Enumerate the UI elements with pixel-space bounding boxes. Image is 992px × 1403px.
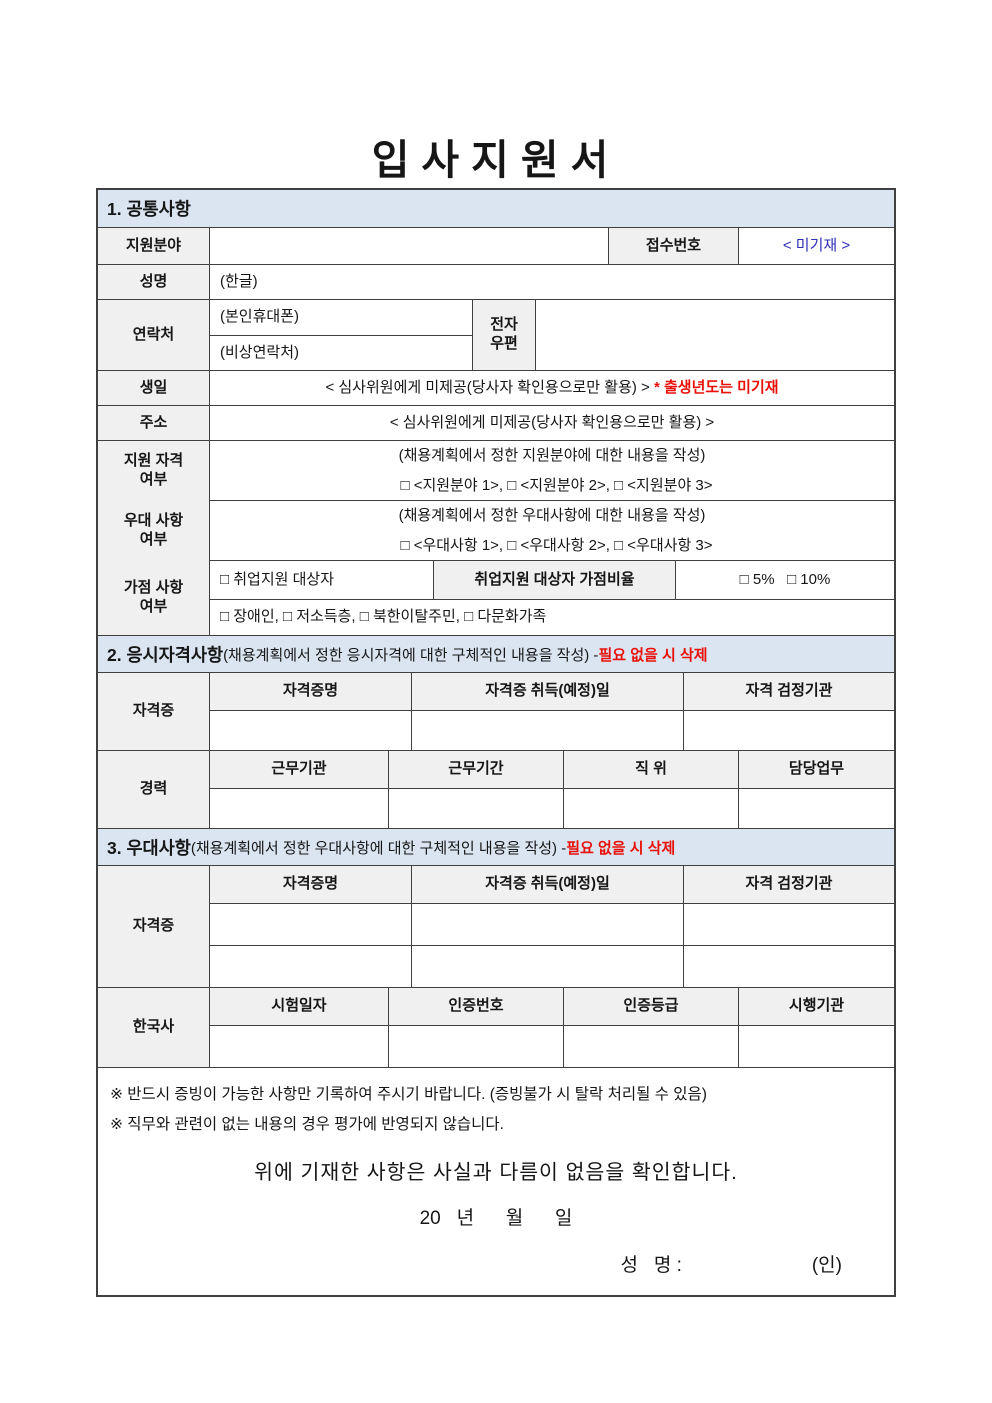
history-grade-input[interactable] xyxy=(563,1026,738,1067)
footer-note-1: ※ 반드시 증빙이 가능한 사항만 기록하여 주시기 바랍니다. (증빙불가 시… xyxy=(110,1086,707,1103)
pref-license-date-input-1[interactable] xyxy=(411,904,683,945)
korean-history-block: 한국사 시험일자 인증번호 인증등급 시행기관 xyxy=(98,987,894,1067)
footer-block: ※ 반드시 증빙이 가능한 사항만 기록하여 주시기 바랍니다. (증빙불가 시… xyxy=(98,1067,894,1295)
email-input[interactable] xyxy=(535,300,894,370)
receipt-number-value[interactable]: < 미기재 > xyxy=(738,228,894,264)
section3-license-label: 자격증 xyxy=(98,866,209,987)
section3-license-entry-row xyxy=(210,945,894,987)
career-label: 경력 xyxy=(98,751,209,828)
name-label: 성명 xyxy=(98,265,209,299)
page-title: 입사지원서 xyxy=(371,137,621,183)
address-label: 주소 xyxy=(98,406,209,440)
apply-qualification-row: 지원 자격 여부 (채용계획에서 정한 지원분야에 대한 내용을 작성) □ <… xyxy=(98,440,894,501)
apply-field-row: 지원분야 접수번호 < 미기재 > xyxy=(98,227,894,264)
section1-title: 1. 공통사항 xyxy=(107,199,191,219)
preference-hint: (채용계획에서 정한 우대사항에 대한 내용을 작성) xyxy=(398,506,706,524)
section3-delete-note: 필요 없을 시 삭제 xyxy=(566,839,676,857)
signature-line: 성 명 : (인) xyxy=(98,1250,894,1277)
email-label: 전자 우편 xyxy=(472,300,535,370)
apply-qualification-hint: (채용계획에서 정한 지원분야에 대한 내용을 작성) xyxy=(398,446,706,464)
section3-license-block: 자격증 자격증명 자격증 취득(예정)일 자격 검정기관 xyxy=(98,865,894,987)
section3-license-entry-row xyxy=(210,903,894,945)
section3-license-header-row: 자격증명 자격증 취득(예정)일 자격 검정기관 xyxy=(210,866,894,903)
bonus-ratio-checkboxes[interactable]: □ 5% □ 10% xyxy=(675,561,894,599)
history-cert-number-input[interactable] xyxy=(388,1026,563,1067)
birth-value: < 심사위원에게 미제공(당사자 확인용으로만 활용) > * 출생년도는 미기… xyxy=(209,371,894,405)
korean-history-header-row: 시험일자 인증번호 인증등급 시행기관 xyxy=(210,988,894,1025)
career-entry-row xyxy=(210,788,894,828)
application-form: 1. 공통사항 지원분야 접수번호 < 미기재 > 성명 (한글) 연락처 (본… xyxy=(96,188,896,1298)
history-agency-input[interactable] xyxy=(738,1026,894,1067)
contact-emergency-input[interactable]: (비상연락처) xyxy=(209,335,472,370)
bonus-subrow-1: □ 취업지원 대상자 취업지원 대상자 가점비율 □ 5% □ 10% xyxy=(209,561,894,599)
address-row: 주소 < 심사위원에게 미제공(당사자 확인용으로만 활용) > xyxy=(98,405,894,440)
date-line[interactable]: 20 년 월 일 xyxy=(419,1208,573,1230)
section2-header: 2. 응시자격사항 (채용계획에서 정한 응시자격에 대한 구체적인 내용을 작성… xyxy=(98,635,894,672)
section3-license-table: 자격증명 자격증 취득(예정)일 자격 검정기관 xyxy=(209,866,894,987)
career-duty-input[interactable] xyxy=(738,789,894,828)
career-position-input[interactable] xyxy=(563,789,738,828)
section2-license-table: 자격증명 자격증 취득(예정)일 자격 검정기관 xyxy=(209,673,894,750)
korean-history-table: 시험일자 인증번호 인증등급 시행기관 xyxy=(209,988,894,1067)
preference-checkboxes[interactable]: □ <우대사항 1>, □ <우대사항 2>, □ <우대사항 3> xyxy=(400,536,713,554)
section2-license-entry-row xyxy=(210,710,894,750)
apply-qualification-content: (채용계획에서 정한 지원분야에 대한 내용을 작성) □ <지원분야 1>, … xyxy=(209,441,894,501)
bonus-ratio-label: 취업지원 대상자 가점비율 xyxy=(433,561,675,599)
contact-phone-input[interactable]: (본인휴대폰) xyxy=(209,300,472,335)
contact-label: 연락처 xyxy=(98,300,209,370)
license-name-input[interactable] xyxy=(210,711,411,750)
pref-license-agency-input-2[interactable] xyxy=(683,946,894,987)
korean-history-entry-row xyxy=(210,1025,894,1067)
history-exam-date-input[interactable] xyxy=(210,1026,388,1067)
apply-field-input[interactable] xyxy=(209,228,608,264)
license-agency-input[interactable] xyxy=(683,711,894,750)
career-header-row: 근무기관 근무기간 직 위 담당업무 xyxy=(210,751,894,788)
contact-row: 연락처 (본인휴대폰) (비상연락처) 전자 우편 xyxy=(98,299,894,370)
footer-notes: ※ 반드시 증빙이 가능한 사항만 기록하여 주시기 바랍니다. (증빙불가 시… xyxy=(98,1078,894,1140)
preference-row: 우대 사항 여부 (채용계획에서 정한 우대사항에 대한 내용을 작성) □ <… xyxy=(98,500,894,561)
bonus-row: 가점 사항 여부 □ 취업지원 대상자 취업지원 대상자 가점비율 □ 5% □… xyxy=(98,560,894,635)
career-period-input[interactable] xyxy=(388,789,563,828)
section2-license-header-row: 자격증명 자격증 취득(예정)일 자격 검정기관 xyxy=(210,673,894,710)
section1-header: 1. 공통사항 xyxy=(98,190,894,227)
pref-license-agency-input-1[interactable] xyxy=(683,904,894,945)
section2-license-block: 자격증 자격증명 자격증 취득(예정)일 자격 검정기관 xyxy=(98,672,894,750)
pref-license-date-input-2[interactable] xyxy=(411,946,683,987)
birth-row: 생일 < 심사위원에게 미제공(당사자 확인용으로만 활용) > * 출생년도는… xyxy=(98,370,894,405)
preference-label: 우대 사항 여부 xyxy=(98,501,209,561)
bonus-target-checkbox[interactable]: □ 취업지원 대상자 xyxy=(220,570,334,588)
birth-note: * 출생년도는 미기재 xyxy=(653,378,779,396)
name-input[interactable]: (한글) xyxy=(209,265,894,299)
name-row: 성명 (한글) xyxy=(98,264,894,299)
section2-license-label: 자격증 xyxy=(98,673,209,750)
address-value: < 심사위원에게 미제공(당사자 확인용으로만 활용) > xyxy=(209,406,894,440)
license-date-input[interactable] xyxy=(411,711,683,750)
birth-label: 생일 xyxy=(98,371,209,405)
receipt-number-label: 접수번호 xyxy=(608,228,738,264)
career-org-input[interactable] xyxy=(210,789,388,828)
footer-note-2: ※ 직무와 관련이 없는 내용의 경우 평가에 반영되지 않습니다. xyxy=(110,1116,504,1134)
career-table: 근무기관 근무기간 직 위 담당업무 xyxy=(209,751,894,828)
section2-delete-note: 필요 없을 시 삭제 xyxy=(598,646,708,664)
pref-license-name-input-1[interactable] xyxy=(210,904,411,945)
bonus-label: 가점 사항 여부 xyxy=(98,561,209,635)
signature-name-label: 성 명 : xyxy=(620,1255,682,1277)
bonus-group-checkboxes[interactable]: □ 장애인, □ 저소득층, □ 북한이탈주민, □ 다문화가족 xyxy=(209,599,894,635)
pref-license-name-input-2[interactable] xyxy=(210,946,411,987)
preference-content: (채용계획에서 정한 우대사항에 대한 내용을 작성) □ <우대사항 1>, … xyxy=(209,501,894,561)
apply-qualification-label: 지원 자격 여부 xyxy=(98,441,209,501)
apply-qualification-checkboxes[interactable]: □ <지원분야 1>, □ <지원분야 2>, □ <지원분야 3> xyxy=(400,476,713,494)
career-block: 경력 근무기관 근무기간 직 위 담당업무 xyxy=(98,750,894,828)
korean-history-label: 한국사 xyxy=(98,988,209,1067)
section3-header: 3. 우대사항 (채용계획에서 정한 우대사항에 대한 구체적인 내용을 작성) … xyxy=(98,828,894,865)
signature-stamp-placeholder: (인) xyxy=(811,1255,842,1277)
apply-field-label: 지원분야 xyxy=(98,228,209,264)
confirmation-statement: 위에 기재한 사항은 사실과 다름이 없음을 확인합니다. xyxy=(254,1161,738,1185)
